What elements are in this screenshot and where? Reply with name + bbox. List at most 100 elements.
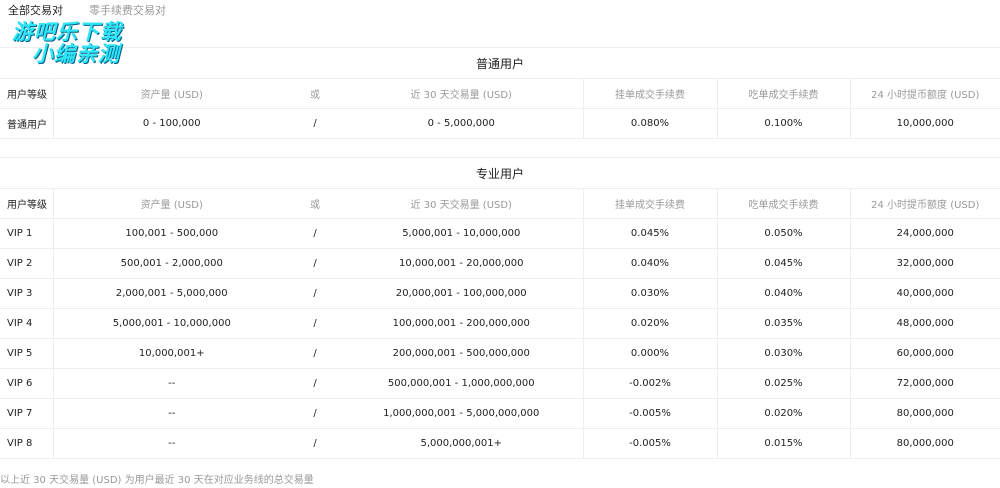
column-header: 用户等级 bbox=[0, 79, 54, 109]
table-cell: 0.035% bbox=[717, 308, 851, 339]
table-row: 普通用户 0 - 100,000/0 - 5,000,000 0.080% 0.100… bbox=[0, 108, 1000, 139]
table-cell: 0.040% bbox=[583, 248, 718, 279]
table-cell: 0.100% bbox=[717, 108, 851, 139]
table-cell: -- bbox=[53, 368, 290, 399]
table-cell: 80,000,000 bbox=[850, 398, 1000, 429]
watermark-logo: 游吧乐下载 小编亲测 bbox=[12, 20, 122, 66]
table-cell: / bbox=[290, 368, 340, 399]
table-cell: VIP 4 bbox=[0, 308, 54, 339]
column-header: 或 bbox=[290, 79, 340, 109]
table-cell: 80,000,000 bbox=[850, 428, 1000, 459]
column-header: 或 bbox=[290, 189, 340, 219]
section-title: 专业用户 bbox=[475, 166, 524, 181]
table-cell: -0.005% bbox=[583, 428, 718, 459]
table-cell: 0.080% bbox=[583, 108, 718, 139]
table-cell: 0.030% bbox=[583, 278, 718, 309]
footnote: 以上近 30 天交易量 (USD) 为用户最近 30 天在对应业务线的总交易量 bbox=[0, 475, 314, 486]
column-header: 24 小时提币额度 (USD) bbox=[850, 79, 1000, 109]
table-cell: / bbox=[290, 108, 340, 139]
column-header: 近 30 天交易量 (USD) bbox=[340, 79, 584, 109]
column-header: 吃单成交手续费 bbox=[717, 79, 851, 109]
table-cell: 48,000,000 bbox=[850, 308, 1000, 339]
table-cell: VIP 6 bbox=[0, 368, 54, 399]
table-cell: 0.045% bbox=[717, 248, 851, 279]
table-cell: VIP 7 bbox=[0, 398, 54, 429]
table-cell: 5,000,001 - 10,000,000 bbox=[53, 308, 290, 339]
header-row: 用户等级 资产量 (USD) 或近 30 天交易量 (USD) 挂单成交手续费 吃单成交… bbox=[0, 79, 1000, 109]
table-cell: -- bbox=[53, 398, 290, 429]
table-cell: / bbox=[290, 218, 340, 249]
table-cell: VIP 5 bbox=[0, 338, 54, 369]
table-cell: 500,000,001 - 1,000,000,000 bbox=[340, 368, 584, 399]
column-header: 用户等级 bbox=[0, 189, 54, 219]
table-cell: / bbox=[290, 248, 340, 279]
table-cell: 0.015% bbox=[717, 428, 851, 459]
table-cell: VIP 3 bbox=[0, 278, 54, 309]
table-cell: 0.050% bbox=[717, 218, 851, 249]
table-cell: 0.000% bbox=[583, 338, 718, 369]
column-header: 近 30 天交易量 (USD) bbox=[340, 189, 584, 219]
table-row: VIP 4 5,000,001 - 10,000,000/100,000,001 … bbox=[0, 308, 1000, 339]
table-cell: / bbox=[290, 428, 340, 459]
column-header: 挂单成交手续费 bbox=[583, 79, 718, 109]
table-cell: 60,000,000 bbox=[850, 338, 1000, 369]
table-cell: 100,000,001 - 200,000,000 bbox=[340, 308, 584, 339]
table-cell: 10,000,001+ bbox=[53, 338, 290, 369]
table-cell: -0.005% bbox=[583, 398, 718, 429]
table-cell: 0.040% bbox=[717, 278, 851, 309]
table-cell: 2,000,001 - 5,000,000 bbox=[53, 278, 290, 309]
table-cell: 20,000,001 - 100,000,000 bbox=[340, 278, 584, 309]
table-cell: 0 - 5,000,000 bbox=[340, 108, 584, 139]
table-row: VIP 3 2,000,001 - 5,000,000/20,000,001 - … bbox=[0, 278, 1000, 309]
column-header: 资产量 (USD) bbox=[53, 189, 290, 219]
table-row: VIP 6 --/500,000,001 - 1,000,000,000 -0.00… bbox=[0, 368, 1000, 399]
column-header: 资产量 (USD) bbox=[53, 79, 290, 109]
section-title: 普通用户 bbox=[475, 56, 524, 71]
table-cell: 0 - 100,000 bbox=[53, 108, 290, 139]
section-title-bar: 专业用户 bbox=[0, 157, 1000, 189]
table-cell: 1,000,000,001 - 5,000,000,000 bbox=[340, 398, 584, 429]
table-cell: / bbox=[290, 308, 340, 339]
table-cell: 5,000,001 - 10,000,000 bbox=[340, 218, 584, 249]
table-cell: 24,000,000 bbox=[850, 218, 1000, 249]
table-cell: 500,001 - 2,000,000 bbox=[53, 248, 290, 279]
table-cell: / bbox=[290, 278, 340, 309]
table-cell: 10,000,001 - 20,000,000 bbox=[340, 248, 584, 279]
header-row: 用户等级 资产量 (USD) 或近 30 天交易量 (USD) 挂单成交手续费 吃单成交… bbox=[0, 189, 1000, 219]
table-cell: 72,000,000 bbox=[850, 368, 1000, 399]
table-cell: 0.045% bbox=[583, 218, 718, 249]
column-header: 24 小时提币额度 (USD) bbox=[850, 189, 1000, 219]
tab-zero-fee-pairs[interactable]: 零手续费交易对 bbox=[89, 4, 166, 17]
table-cell: / bbox=[290, 398, 340, 429]
table-cell: 40,000,000 bbox=[850, 278, 1000, 309]
table-cell: 200,000,001 - 500,000,000 bbox=[340, 338, 584, 369]
table-cell: 0.020% bbox=[583, 308, 718, 339]
table-cell: -- bbox=[53, 428, 290, 459]
table-cell: 10,000,000 bbox=[850, 108, 1000, 139]
regular-section: 普通用户 用户等级 资产量 (USD) 或近 30 天交易量 (USD) 挂单成交手续… bbox=[0, 47, 1000, 139]
table-cell: 32,000,000 bbox=[850, 248, 1000, 279]
table-row: VIP 1 100,001 - 500,000/5,000,001 - 10,00… bbox=[0, 218, 1000, 249]
pro-table: 用户等级 资产量 (USD) 或近 30 天交易量 (USD) 挂单成交手续费 吃单成交… bbox=[0, 189, 1000, 459]
table-cell: 0.025% bbox=[717, 368, 851, 399]
table-cell: -0.002% bbox=[583, 368, 718, 399]
regular-table: 用户等级 资产量 (USD) 或近 30 天交易量 (USD) 挂单成交手续费 吃单成交… bbox=[0, 79, 1000, 139]
section-title-bar: 普通用户 bbox=[0, 47, 1000, 79]
table-row: VIP 5 10,000,001+/200,000,001 - 500,000,0… bbox=[0, 338, 1000, 369]
table-cell: 0.020% bbox=[717, 398, 851, 429]
column-header: 挂单成交手续费 bbox=[583, 189, 718, 219]
pro-section: 专业用户 用户等级 资产量 (USD) 或近 30 天交易量 (USD) 挂单成交手续… bbox=[0, 157, 1000, 459]
table-cell: 普通用户 bbox=[0, 108, 54, 139]
tabs: 全部交易对 零手续费交易对 bbox=[8, 4, 166, 17]
column-header: 吃单成交手续费 bbox=[717, 189, 851, 219]
table-cell: VIP 1 bbox=[0, 218, 54, 249]
table-cell: / bbox=[290, 338, 340, 369]
table-row: VIP 7 --/1,000,000,001 - 5,000,000,000 -0.… bbox=[0, 398, 1000, 429]
tab-all-pairs[interactable]: 全部交易对 bbox=[8, 4, 63, 17]
table-row: VIP 2 500,001 - 2,000,000/10,000,001 - 20… bbox=[0, 248, 1000, 279]
table-row: VIP 8 --/5,000,000,001+ -0.005% 0.015% 80,00… bbox=[0, 428, 1000, 459]
table-cell: VIP 8 bbox=[0, 428, 54, 459]
table-cell: 0.030% bbox=[717, 338, 851, 369]
table-cell: 100,001 - 500,000 bbox=[53, 218, 290, 249]
table-cell: 5,000,000,001+ bbox=[340, 428, 584, 459]
